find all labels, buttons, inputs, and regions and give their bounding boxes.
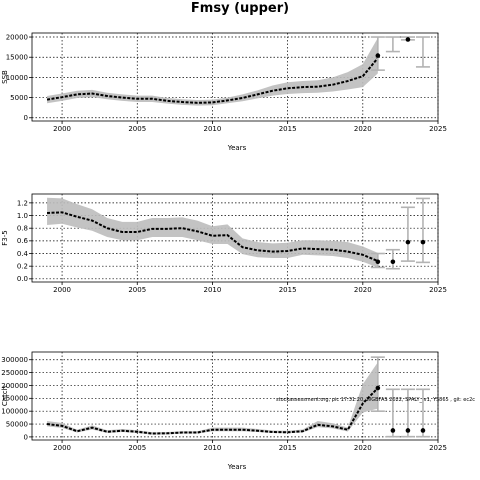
y-tick-label: 200000 [1,382,28,390]
y-tick-label: 15000 [6,54,28,62]
y-tick-label: 100000 [1,408,28,416]
panel-fbar: 2000 2005 2010 2015 2020 2025 0.0 0.2 0.4 0.6 0.8 1… [1,193,447,294]
x-tick-label: 2025 [429,125,447,133]
forecast-point [405,37,411,42]
forecast-point [405,239,411,245]
x-tick-label: 2000 [53,286,71,294]
y-axis-label: SSB [1,70,9,84]
axes-frame [31,193,439,283]
x-tick-label: 2025 [429,286,447,294]
panel-catch: 2000 2005 2010 2015 2020 2025 0 50000 100000 1500… [1,351,447,471]
y-tick-label: 0.8 [17,225,28,233]
estimate-line [46,211,379,263]
x-axis-label: Years [227,463,247,471]
y-axis-label: F3-5 [1,230,9,245]
forecast-2021 [370,252,385,269]
x-tick-label: 2005 [128,125,146,133]
y-tick-label: 0 [24,114,28,122]
forecast-point [405,428,411,433]
x-tick-label: 2010 [204,125,222,133]
y-tick-label: 5000 [10,94,28,102]
forecast-2023 [400,36,415,42]
y-tick-label: 1.0 [17,212,28,220]
confidence-band [47,37,378,106]
forecast-2023 [400,388,415,438]
forecast-2022 [385,36,400,53]
y-tick-label: 0.4 [17,250,29,258]
x-axis-label: Years [227,144,247,152]
y-tick-label: 1.2 [17,199,28,207]
x-tick-label: 2005 [128,286,146,294]
x-tick-label: 2015 [279,444,297,452]
y-tick-label: 50000 [6,420,28,428]
forecast-2021 [370,356,385,412]
x-tick-label: 2020 [354,286,372,294]
confidence-band [47,362,378,435]
axes-frame [31,351,439,441]
x-tick-label: 2000 [53,125,71,133]
estimate-line [46,387,379,435]
y-axis-label: Catch [1,386,9,406]
x-tick-label: 2005 [128,444,146,452]
y-tick-label: 20000 [6,33,28,41]
x-tick-label: 2010 [204,444,222,452]
forecast-point [375,385,381,391]
forecast-point [420,239,426,245]
forecast-2022 [385,388,400,438]
estimate-line [46,57,379,104]
axes-frame [31,32,439,122]
y-tick-label: 150000 [1,395,28,403]
forecast-2023 [400,206,415,262]
forecast-2024 [415,197,430,264]
forecast-2021 [370,36,385,71]
x-tick-label: 2025 [429,444,447,452]
panel-ssb: 2000 2005 2010 2015 2020 2025 0 5000 10000 15000 2… [1,32,447,152]
forecast-point [420,428,426,433]
y-tick-label: 0.0 [17,275,28,283]
forecast-2024 [415,36,430,68]
x-tick-label: 2000 [53,444,71,452]
y-tick-label: 0.2 [17,263,28,271]
figure-title: Fmsy (upper) [190,1,290,16]
forecast-point [390,259,396,265]
forecast-point [375,53,381,58]
source-note: stockassessment.org, pic 17:31:20, WGBFA… [276,397,475,403]
forecast-point [390,428,396,433]
x-tick-label: 2020 [354,444,372,452]
y-tick-label: 250000 [1,369,28,377]
y-tick-label: 0 [24,433,28,441]
x-tick-label: 2010 [204,286,222,294]
forecast-2024 [415,388,430,438]
y-tick-label: 300000 [1,356,28,364]
x-tick-label: 2015 [279,125,297,133]
x-tick-label: 2015 [279,286,297,294]
forecast-point [375,259,381,265]
x-tick-label: 2020 [354,125,372,133]
y-tick-label: 10000 [6,74,28,82]
forecast-2022 [385,248,400,270]
y-tick-label: 0.6 [17,237,29,245]
